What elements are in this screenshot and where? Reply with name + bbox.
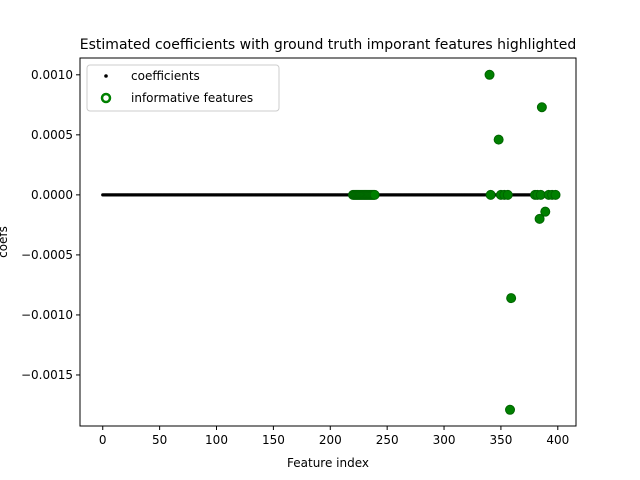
x-tick-label: 200: [319, 433, 342, 447]
informative-point: [493, 134, 504, 145]
x-tick-label: 250: [376, 433, 399, 447]
y-tick-label: 0.0010: [31, 68, 73, 82]
legend-marker: [104, 74, 108, 78]
legend-label: coefficients: [131, 69, 200, 83]
y-tick-label: 0.0005: [31, 128, 73, 142]
legend-marker: [100, 92, 112, 104]
informative-point: [550, 189, 561, 200]
x-tick-label: 350: [489, 433, 512, 447]
informative-point: [505, 404, 516, 415]
informative-point: [369, 189, 380, 200]
chart-title: Estimated coefficients with ground truth…: [80, 37, 576, 53]
axes-frame: [79, 57, 577, 427]
x-tick-label: 0: [99, 433, 107, 447]
x-tick-label: 150: [262, 433, 285, 447]
informative-point: [506, 293, 517, 304]
x-tick-label: 100: [205, 433, 228, 447]
informative-point: [534, 213, 545, 224]
y-axis-label: coefs: [0, 226, 10, 258]
legend-label: informative features: [131, 91, 253, 105]
informative-point: [502, 189, 513, 200]
legend-box: [86, 64, 280, 112]
x-axis-label: Feature index: [287, 456, 369, 470]
informative-point: [485, 189, 496, 200]
x-tick-label: 400: [546, 433, 569, 447]
informative-point: [484, 69, 495, 80]
y-tick-label: −0.0010: [21, 308, 73, 322]
y-tick-label: −0.0005: [21, 248, 73, 262]
x-tick-label: 300: [433, 433, 456, 447]
informative-point: [536, 102, 547, 113]
informative-point: [540, 206, 551, 217]
x-tick-label: 50: [152, 433, 167, 447]
legend: coefficients informative features: [86, 64, 280, 112]
y-tick-label: −0.0015: [21, 368, 73, 382]
plot-area: [101, 69, 561, 415]
y-tick-label: 0.0000: [31, 188, 73, 202]
